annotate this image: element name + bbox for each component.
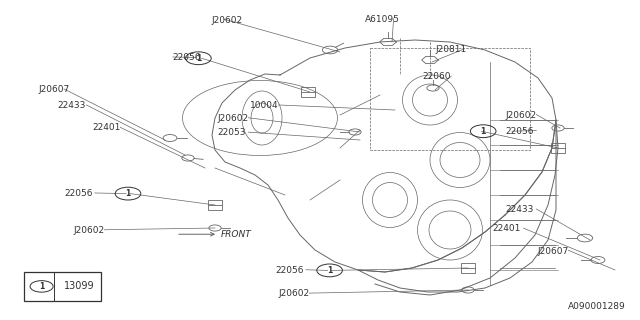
Bar bbox=[301, 87, 315, 97]
Bar bbox=[551, 143, 565, 153]
Text: 22056: 22056 bbox=[275, 266, 304, 275]
Text: FRONT: FRONT bbox=[179, 230, 252, 239]
Text: J20602: J20602 bbox=[211, 16, 243, 25]
Text: J20811: J20811 bbox=[435, 45, 467, 54]
Text: 22433: 22433 bbox=[506, 205, 534, 214]
Text: A61095: A61095 bbox=[365, 15, 399, 24]
Text: J20607: J20607 bbox=[538, 247, 569, 256]
Text: J20607: J20607 bbox=[38, 85, 70, 94]
Text: 22401: 22401 bbox=[93, 124, 121, 132]
Bar bbox=[24, 272, 101, 301]
Text: 22056: 22056 bbox=[64, 189, 93, 198]
Text: 1: 1 bbox=[327, 266, 332, 275]
Bar bbox=[208, 200, 222, 210]
Text: J20602: J20602 bbox=[506, 111, 537, 120]
Text: 22401: 22401 bbox=[493, 224, 521, 233]
Text: 22053: 22053 bbox=[218, 128, 246, 137]
Text: 22060: 22060 bbox=[422, 72, 451, 81]
Text: J20602: J20602 bbox=[74, 226, 105, 235]
Text: 22433: 22433 bbox=[58, 101, 86, 110]
Text: 13099: 13099 bbox=[64, 281, 95, 292]
Text: 10004: 10004 bbox=[250, 101, 278, 110]
Text: A090001289: A090001289 bbox=[568, 302, 626, 311]
Text: 22056: 22056 bbox=[506, 127, 534, 136]
Bar bbox=[461, 263, 475, 273]
Text: J20602: J20602 bbox=[278, 289, 310, 298]
Text: J20602: J20602 bbox=[218, 114, 249, 123]
Text: 1: 1 bbox=[39, 282, 44, 291]
Text: 1: 1 bbox=[196, 54, 201, 63]
Text: 1: 1 bbox=[125, 189, 131, 198]
Text: 1: 1 bbox=[481, 127, 486, 136]
Text: 22056: 22056 bbox=[173, 53, 202, 62]
